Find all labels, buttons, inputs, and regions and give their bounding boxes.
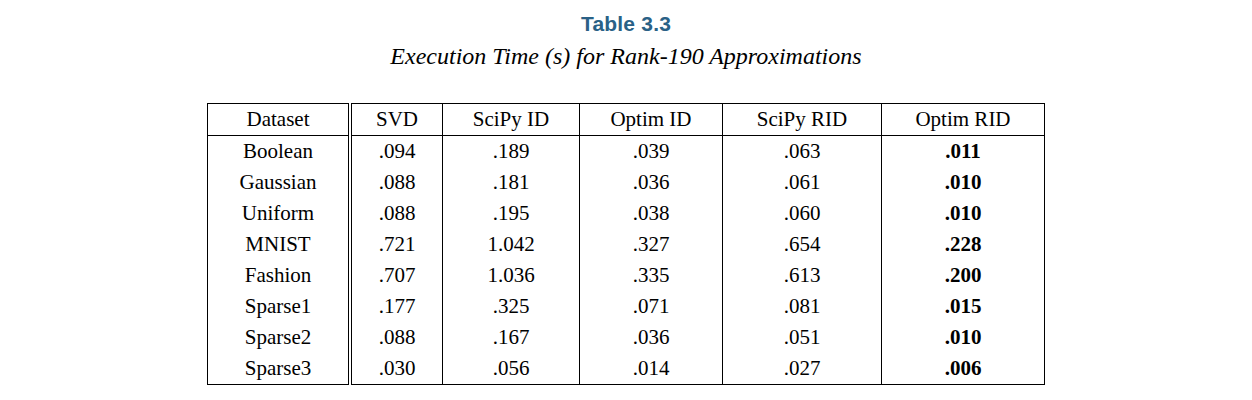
- value-scipy-rid: .613: [723, 260, 882, 291]
- value-optim-id: .036: [580, 167, 723, 198]
- value-optim-rid: .010: [882, 198, 1045, 229]
- value-optim-rid: .200: [882, 260, 1045, 291]
- table-row-mnist: MNIST.7211.042.327.654.228: [208, 229, 1045, 260]
- column-header-dataset: Dataset: [208, 104, 351, 136]
- value-scipy-rid: .063: [723, 136, 882, 168]
- dataset-name: Sparse1: [208, 291, 351, 322]
- column-header-scipy-id: SciPy ID: [443, 104, 580, 136]
- value-svd: .707: [350, 260, 443, 291]
- dataset-name: Uniform: [208, 198, 351, 229]
- value-optim-id: .036: [580, 322, 723, 353]
- value-optim-rid: .006: [882, 353, 1045, 385]
- value-svd: .088: [350, 198, 443, 229]
- value-optim-id: .327: [580, 229, 723, 260]
- table-row-uniform: Uniform.088.195.038.060.010: [208, 198, 1045, 229]
- dataset-name: Gaussian: [208, 167, 351, 198]
- table-body: Boolean.094.189.039.063.011Gaussian.088.…: [208, 136, 1045, 385]
- value-scipy-id: 1.042: [443, 229, 580, 260]
- value-optim-id: .039: [580, 136, 723, 168]
- value-scipy-rid: .051: [723, 322, 882, 353]
- value-svd: .030: [350, 353, 443, 385]
- value-scipy-id: 1.036: [443, 260, 580, 291]
- value-svd: .088: [350, 322, 443, 353]
- column-header-optim-rid: Optim RID: [882, 104, 1045, 136]
- value-scipy-rid: .654: [723, 229, 882, 260]
- column-header-scipy-rid: SciPy RID: [723, 104, 882, 136]
- value-scipy-rid: .060: [723, 198, 882, 229]
- table-header: DatasetSVDSciPy IDOptim IDSciPy RIDOptim…: [208, 104, 1045, 136]
- value-optim-id: .014: [580, 353, 723, 385]
- value-optim-rid: .015: [882, 291, 1045, 322]
- dataset-name: Sparse2: [208, 322, 351, 353]
- value-svd: .094: [350, 136, 443, 168]
- table-number-heading: Table 3.3: [0, 12, 1252, 36]
- value-svd: .177: [350, 291, 443, 322]
- value-scipy-id: .167: [443, 322, 580, 353]
- value-optim-id: .071: [580, 291, 723, 322]
- execution-time-table: DatasetSVDSciPy IDOptim IDSciPy RIDOptim…: [207, 103, 1045, 385]
- table-row-boolean: Boolean.094.189.039.063.011: [208, 136, 1045, 168]
- value-optim-rid: .010: [882, 167, 1045, 198]
- value-scipy-rid: .061: [723, 167, 882, 198]
- table-row-sparse1: Sparse1.177.325.071.081.015: [208, 291, 1045, 322]
- header-row: DatasetSVDSciPy IDOptim IDSciPy RIDOptim…: [208, 104, 1045, 136]
- value-optim-rid: .010: [882, 322, 1045, 353]
- table-row-sparse2: Sparse2.088.167.036.051.010: [208, 322, 1045, 353]
- value-scipy-id: .325: [443, 291, 580, 322]
- value-scipy-id: .195: [443, 198, 580, 229]
- value-optim-rid: .011: [882, 136, 1045, 168]
- dataset-name: Sparse3: [208, 353, 351, 385]
- value-scipy-id: .181: [443, 167, 580, 198]
- dataset-name: Fashion: [208, 260, 351, 291]
- value-optim-rid: .228: [882, 229, 1045, 260]
- dataset-name: Boolean: [208, 136, 351, 168]
- value-scipy-rid: .081: [723, 291, 882, 322]
- value-svd: .721: [350, 229, 443, 260]
- value-optim-id: .038: [580, 198, 723, 229]
- table-row-gaussian: Gaussian.088.181.036.061.010: [208, 167, 1045, 198]
- page: Table 3.3 Execution Time (s) for Rank-19…: [0, 0, 1252, 400]
- dataset-name: MNIST: [208, 229, 351, 260]
- value-scipy-id: .189: [443, 136, 580, 168]
- column-header-svd: SVD: [350, 104, 443, 136]
- table-row-fashion: Fashion.7071.036.335.613.200: [208, 260, 1045, 291]
- value-optim-id: .335: [580, 260, 723, 291]
- value-scipy-rid: .027: [723, 353, 882, 385]
- value-scipy-id: .056: [443, 353, 580, 385]
- value-svd: .088: [350, 167, 443, 198]
- column-header-optim-id: Optim ID: [580, 104, 723, 136]
- table-caption: Execution Time (s) for Rank-190 Approxim…: [0, 43, 1252, 70]
- table-row-sparse3: Sparse3.030.056.014.027.006: [208, 353, 1045, 385]
